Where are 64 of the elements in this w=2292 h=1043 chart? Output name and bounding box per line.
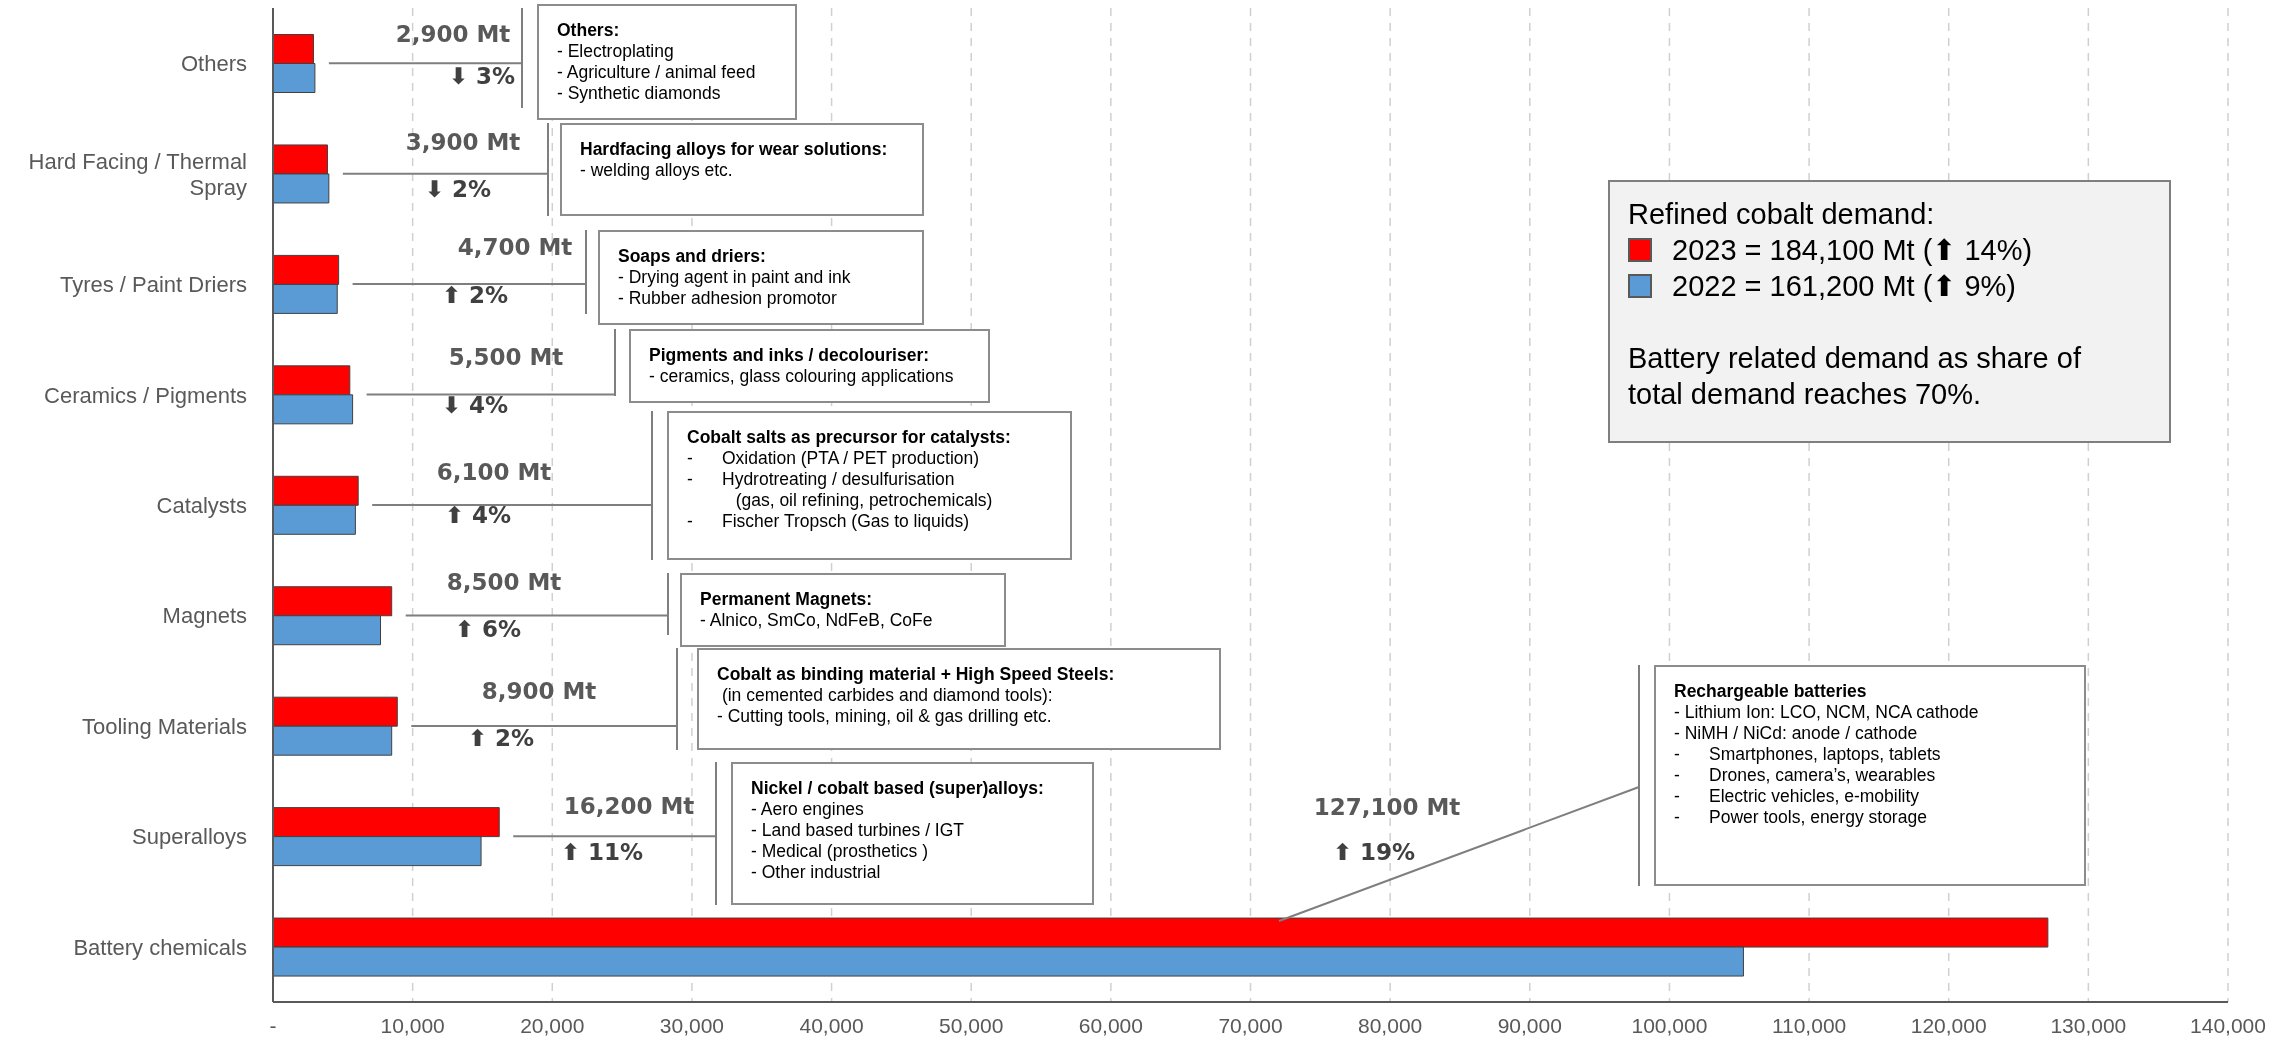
x-tick-label: 10,000: [380, 1013, 445, 1037]
annotation: 4,700 Mt: [457, 234, 573, 260]
annotation: Rechargeable batteries - Lithium Ion: LCO, NCM, NCA cathode - NiMH / NiCd: anode / cathode - Smartphones, laptops, tablets - Drones, camera’s, wearables - Electric vehicles, e-mobility - Power tools, energy storage: [1674, 681, 1980, 828]
y-tick-label: Tyres / Paint Driers: [59, 271, 247, 297]
x-tick-label: 60,000: [1078, 1013, 1143, 1037]
annotation: Cobalt as binding material + High Speed Steels: (in cemented carbides and diamond tools): - Cutting tools, mining, oil & gas drilling etc.: [717, 664, 1116, 727]
text-box: Rechargeable batteries - Lithium Ion: LCO, NCM, NCA cathode - NiMH / NiCd: anode / cathode - Smartphones, laptops, tablets - Drones, camera’s, wearables - Electric vehicles, e-mobility - Power tools, energy storage: [1654, 665, 2086, 886]
text-box: Others: - Electroplating - Agriculture / animal feed - Synthetic diamonds: [537, 4, 797, 120]
annotation: Nickel / cobalt based (super)alloys: - Aero engines - Land based turbines / IGT - Medical (prosthetics ) - Other industrial: [751, 778, 1045, 883]
annotation: ⬆ 2%: [441, 282, 509, 308]
annotation: ⬆ 19%: [1332, 839, 1416, 865]
text-box: Permanent Magnets: - Alnico, SmCo, NdFeB, CoFe: [680, 573, 1006, 647]
annotation: Cobalt salts as precursor for catalysts: - Oxidation (PTA / PET production) - Hydrotreating / desulfurisation (gas, oil refining, petrochemicals) - Fischer Tropsch (Gas to liquids): [687, 427, 1012, 532]
annotation: Others: - Electroplating - Agriculture / animal feed - Synthetic diamonds: [557, 20, 757, 104]
legend-label: 2023 = 184,100 Mt (⬆ 14%): [1672, 233, 2033, 268]
annotation: Battery related demand as share of total demand reaches 70%.: [1628, 341, 2082, 412]
annotation: ⬇ 3%: [448, 63, 516, 89]
y-tick-label: Hard Facing / Thermal Spray: [28, 148, 247, 200]
annotation: ⬇ 4%: [441, 392, 509, 418]
y-tick-label: Ceramics / Pigments: [44, 382, 247, 408]
annotation: Permanent Magnets: - Alnico, SmCo, NdFeB, CoFe: [700, 589, 934, 631]
x-tick-label: 140,000: [2190, 1013, 2266, 1037]
legend-label: 2022 = 161,200 Mt (⬆ 9%): [1672, 269, 2017, 304]
y-tick-label: Superalloys: [132, 823, 247, 849]
annotation: ⬇ 2%: [424, 176, 492, 202]
text-box: Nickel / cobalt based (super)alloys: - Aero engines - Land based turbines / IGT - Medical (prosthetics ) - Other industrial: [731, 762, 1094, 905]
y-tick-label: Catalysts: [156, 492, 247, 518]
y-tick-label: Magnets: [162, 602, 247, 628]
text-box: Hardfacing alloys for wear solutions: - welding alloys etc.: [560, 123, 924, 216]
annotation: 6,100 Mt: [436, 459, 552, 485]
x-tick-label: 120,000: [1910, 1013, 1987, 1037]
annotation: Hardfacing alloys for wear solutions: - welding alloys etc.: [580, 139, 889, 181]
annotation: Pigments and inks / decolouriser: - ceramics, glass colouring applications: [649, 345, 955, 387]
annotation: ⬆ 6%: [454, 616, 522, 642]
x-tick-label: 90,000: [1497, 1013, 1562, 1037]
annotation: 8,500 Mt: [446, 569, 562, 595]
y-tick-label: Battery chemicals: [73, 934, 247, 960]
y-tick-label: Others: [180, 50, 247, 76]
text-box: Cobalt salts as precursor for catalysts: - Oxidation (PTA / PET production) - Hydrotreating / desulfurisation (gas, oil refining, petrochemicals) - Fischer Tropsch (Gas to liquids): [667, 411, 1072, 560]
x-tick-label: 20,000: [520, 1013, 585, 1037]
annotation: 3,900 Mt: [405, 129, 521, 155]
x-tick-label: 130,000: [2050, 1013, 2127, 1037]
text-box: Pigments and inks / decolouriser: - ceramics, glass colouring applications: [629, 329, 990, 403]
annotation: 5,500 Mt: [448, 344, 564, 370]
annotation: ⬆ 4%: [444, 502, 512, 528]
annotation: 16,200 Mt: [563, 793, 695, 819]
x-tick-label: 100,000: [1631, 1013, 1708, 1037]
annotation: Soaps and driers: - Drying agent in paint and ink - Rubber adhesion promotor: [618, 246, 852, 309]
x-tick-label: -: [269, 1013, 277, 1037]
annotation: 2,900 Mt: [395, 21, 511, 47]
text-box: Cobalt as binding material + High Speed Steels: (in cemented carbides and diamond tools): - Cutting tools, mining, oil & gas drilling etc.: [697, 648, 1221, 750]
legend-title: Refined cobalt demand:: [1628, 197, 1936, 232]
x-tick-label: 40,000: [799, 1013, 864, 1037]
x-tick-label: 110,000: [1771, 1013, 1847, 1037]
x-tick-label: 30,000: [659, 1013, 725, 1037]
annotation: 8,900 Mt: [481, 678, 597, 704]
annotation: ⬆ 11%: [560, 839, 644, 865]
x-tick-label: 80,000: [1358, 1013, 1423, 1037]
x-tick-label: 50,000: [939, 1013, 1004, 1037]
x-tick-label: 70,000: [1218, 1013, 1283, 1037]
annotation: 127,100 Mt: [1313, 794, 1461, 820]
y-tick-label: Tooling Materials: [81, 713, 247, 739]
annotation: ⬆ 2%: [467, 725, 535, 751]
text-box: Soaps and driers: - Drying agent in paint and ink - Rubber adhesion promotor: [598, 230, 924, 325]
